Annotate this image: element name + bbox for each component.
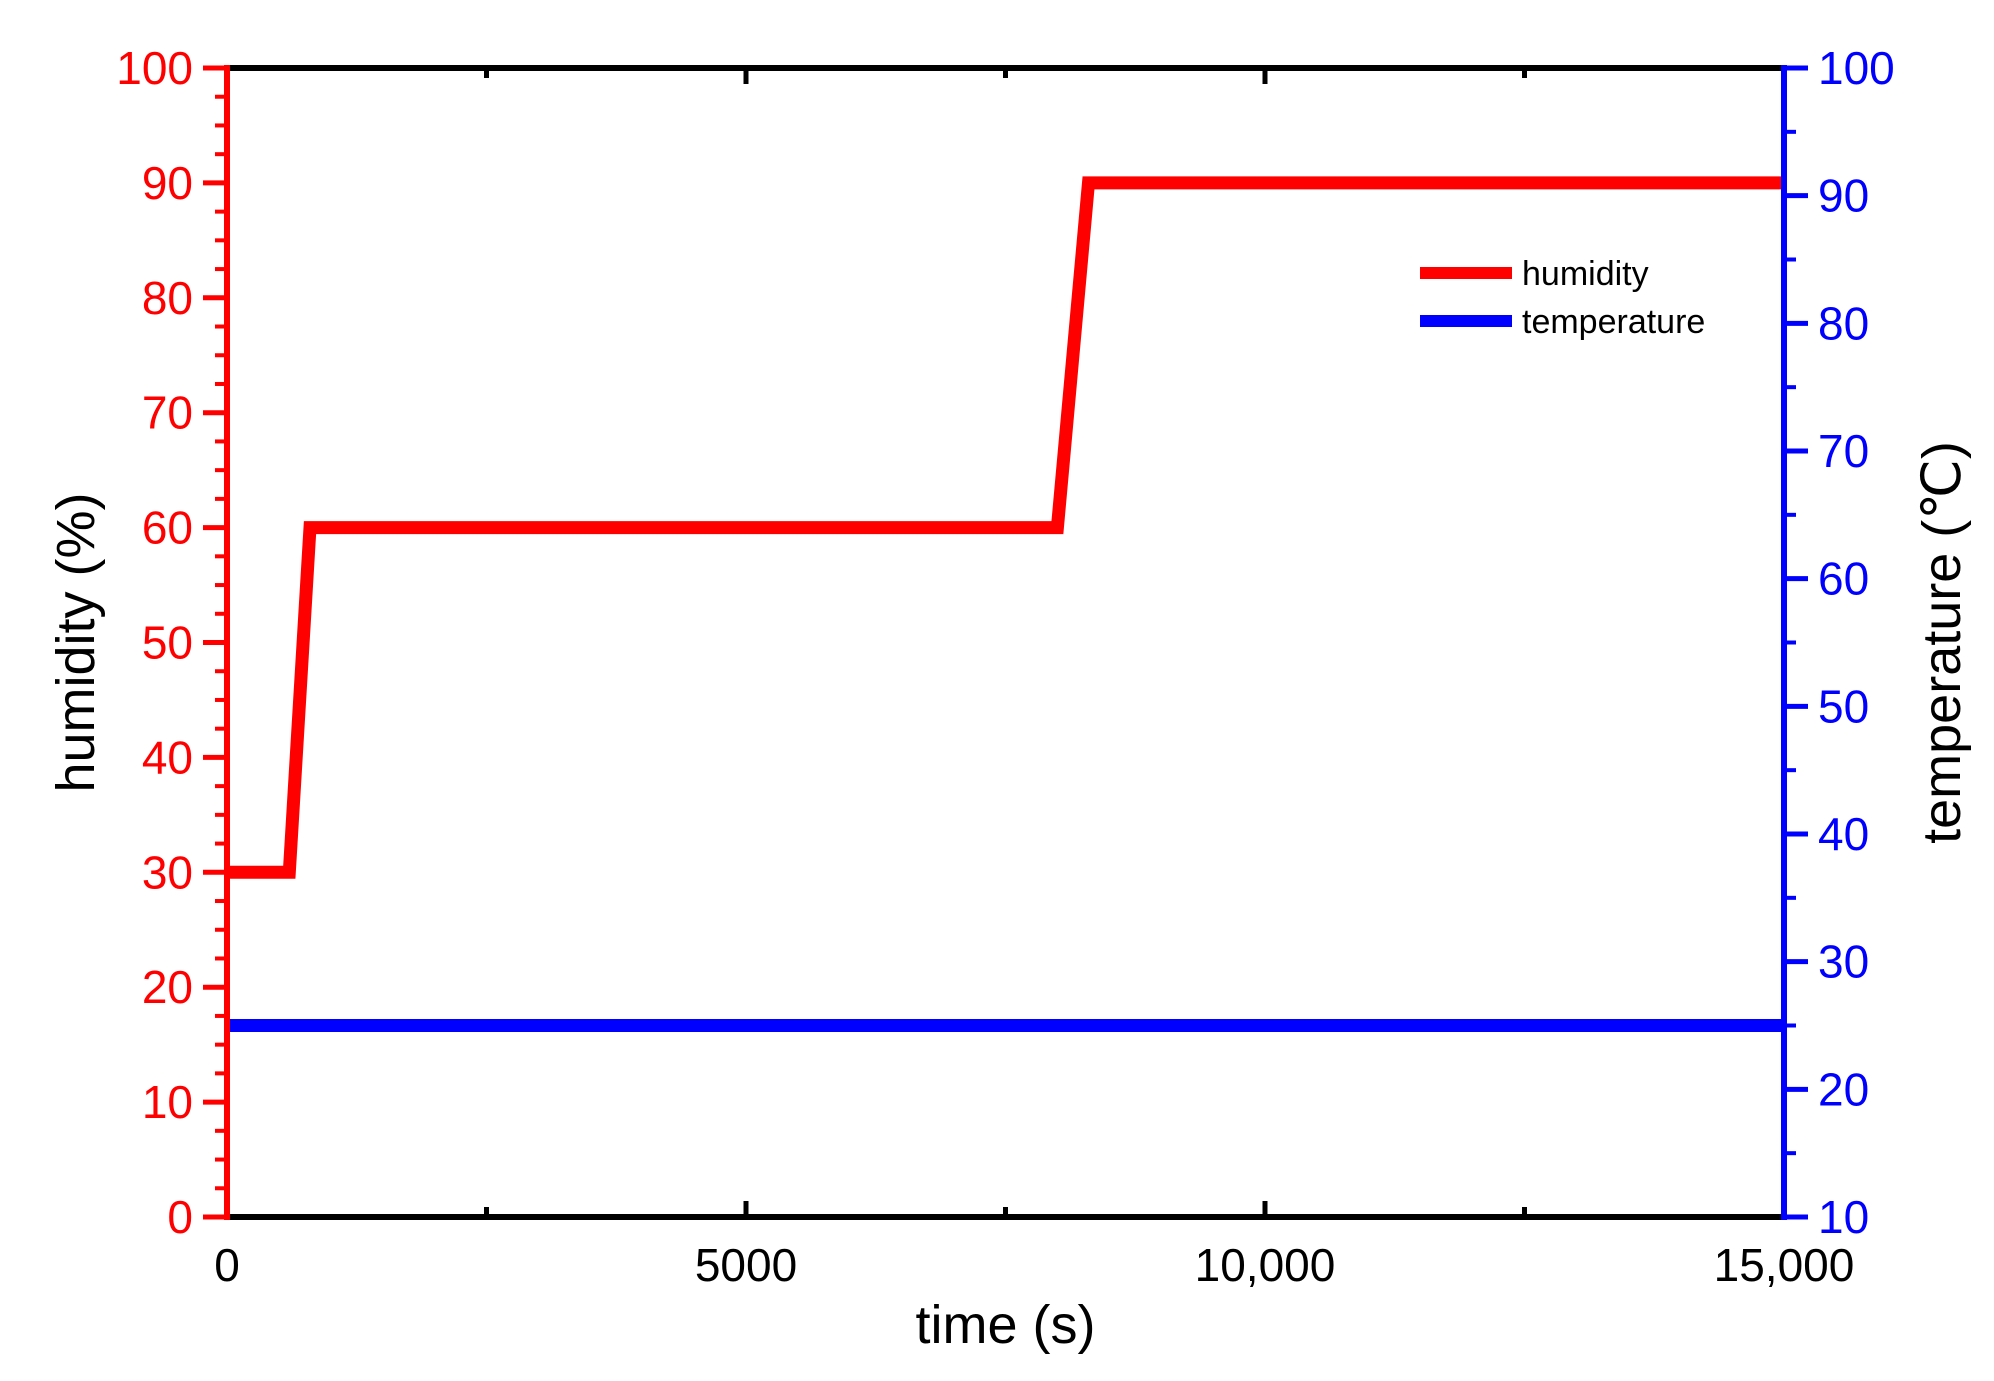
legend-label-temperature: temperature: [1522, 303, 1705, 341]
y-right-axis-title: temperature (℃): [1912, 441, 1972, 844]
right-tick-label: 50: [1818, 680, 1869, 732]
right-tick-label: 80: [1818, 297, 1869, 349]
x-tick-label: 0: [214, 1239, 240, 1291]
right-tick-label: 30: [1818, 936, 1869, 988]
left-tick-label: 100: [116, 42, 193, 94]
axes-layer: 0 10 20 30 40 50 60 70 80 90 100 10 20 30 40 50 60 70 80 90…: [116, 42, 1895, 1291]
x-tick-label: 5000: [695, 1239, 797, 1291]
left-tick-label: 80: [142, 272, 193, 324]
labels-layer: time (s) humidity (%) temperature (℃): [46, 441, 1972, 1355]
right-tick-label: 20: [1818, 1063, 1869, 1115]
left-tick-label: 50: [142, 617, 193, 669]
left-tick-label: 40: [142, 731, 193, 783]
series-layer: [227, 176, 1784, 1032]
right-tick-label: 70: [1818, 425, 1869, 477]
left-tick-label: 60: [142, 502, 193, 554]
y-left-axis-title: humidity (%): [46, 492, 106, 792]
right-tick-label: 10: [1818, 1191, 1869, 1243]
x-tick-label: 15,000: [1714, 1239, 1855, 1291]
x-tick-label: 10,000: [1195, 1239, 1336, 1291]
right-tick-label: 100: [1818, 42, 1895, 94]
left-tick-label: 70: [142, 387, 193, 439]
left-tick-label: 10: [142, 1076, 193, 1128]
left-tick-label: 20: [142, 961, 193, 1013]
series-line-humidity: [227, 176, 1784, 879]
frame-layer: [224, 65, 1787, 1220]
right-tick-label: 60: [1818, 553, 1869, 605]
left-tick-label: 30: [142, 846, 193, 898]
legend-label-humidity: humidity: [1522, 255, 1649, 293]
right-tick-label: 90: [1818, 170, 1869, 222]
legend: humidity temperature: [1420, 255, 1705, 341]
x-axis-title: time (s): [916, 1295, 1096, 1355]
left-tick-label: 90: [142, 157, 193, 209]
left-tick-label: 0: [167, 1191, 193, 1243]
right-tick-label: 40: [1818, 808, 1869, 860]
